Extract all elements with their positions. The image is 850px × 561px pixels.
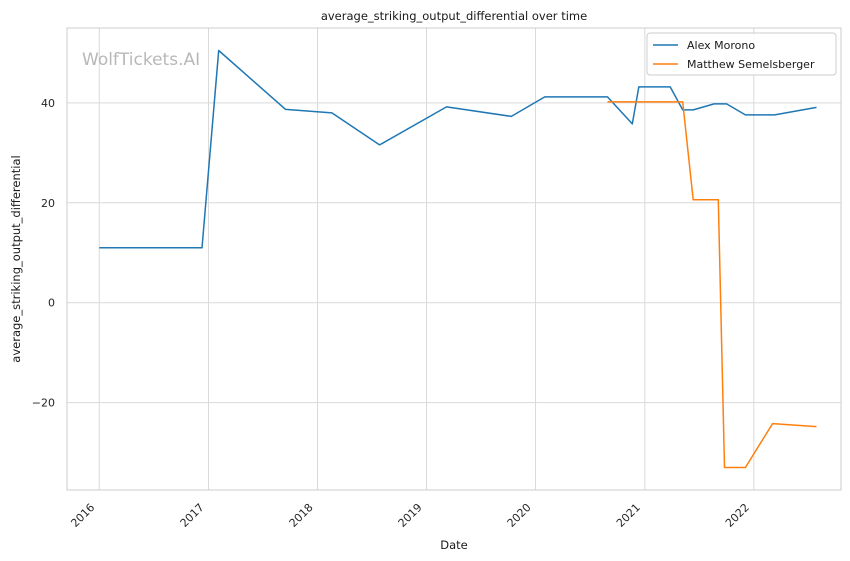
x-tick-label: 2019 [396,501,425,530]
x-axis-ticks: 2016 2017 2018 2019 2020 2021 2022 [68,501,752,530]
watermark-text: WolfTickets.AI [82,50,200,70]
x-tick-label: 2018 [287,501,316,530]
legend: Alex Morono Matthew Semelsberger [646,32,837,76]
plot-area-frame [66,27,842,491]
legend-label: Alex Morono [687,39,755,52]
y-tick-label: 20 [41,197,55,210]
x-tick-label: 2022 [723,501,752,530]
y-axis-title: average_striking_output_differential [9,155,23,362]
legend-box [646,32,837,76]
y-tick-label: −20 [32,397,55,410]
x-tick-label: 2020 [505,501,534,530]
series-line-alex-morono [99,49,817,249]
x-tick-label: 2021 [614,501,643,530]
x-tick-label: 2016 [68,501,97,530]
series-lines [99,49,817,469]
y-axis-ticks: −20 0 20 40 [32,97,55,410]
chart-title: average_striking_output_differential ove… [321,9,587,23]
x-axis-title: Date [440,538,468,552]
x-tick-label: 2017 [178,501,207,530]
series-line-matthew-semelsberger [607,101,817,469]
legend-label: Matthew Semelsberger [687,58,815,71]
y-tick-label: 40 [41,97,55,110]
grid [67,28,841,490]
y-tick-label: 0 [48,297,55,310]
